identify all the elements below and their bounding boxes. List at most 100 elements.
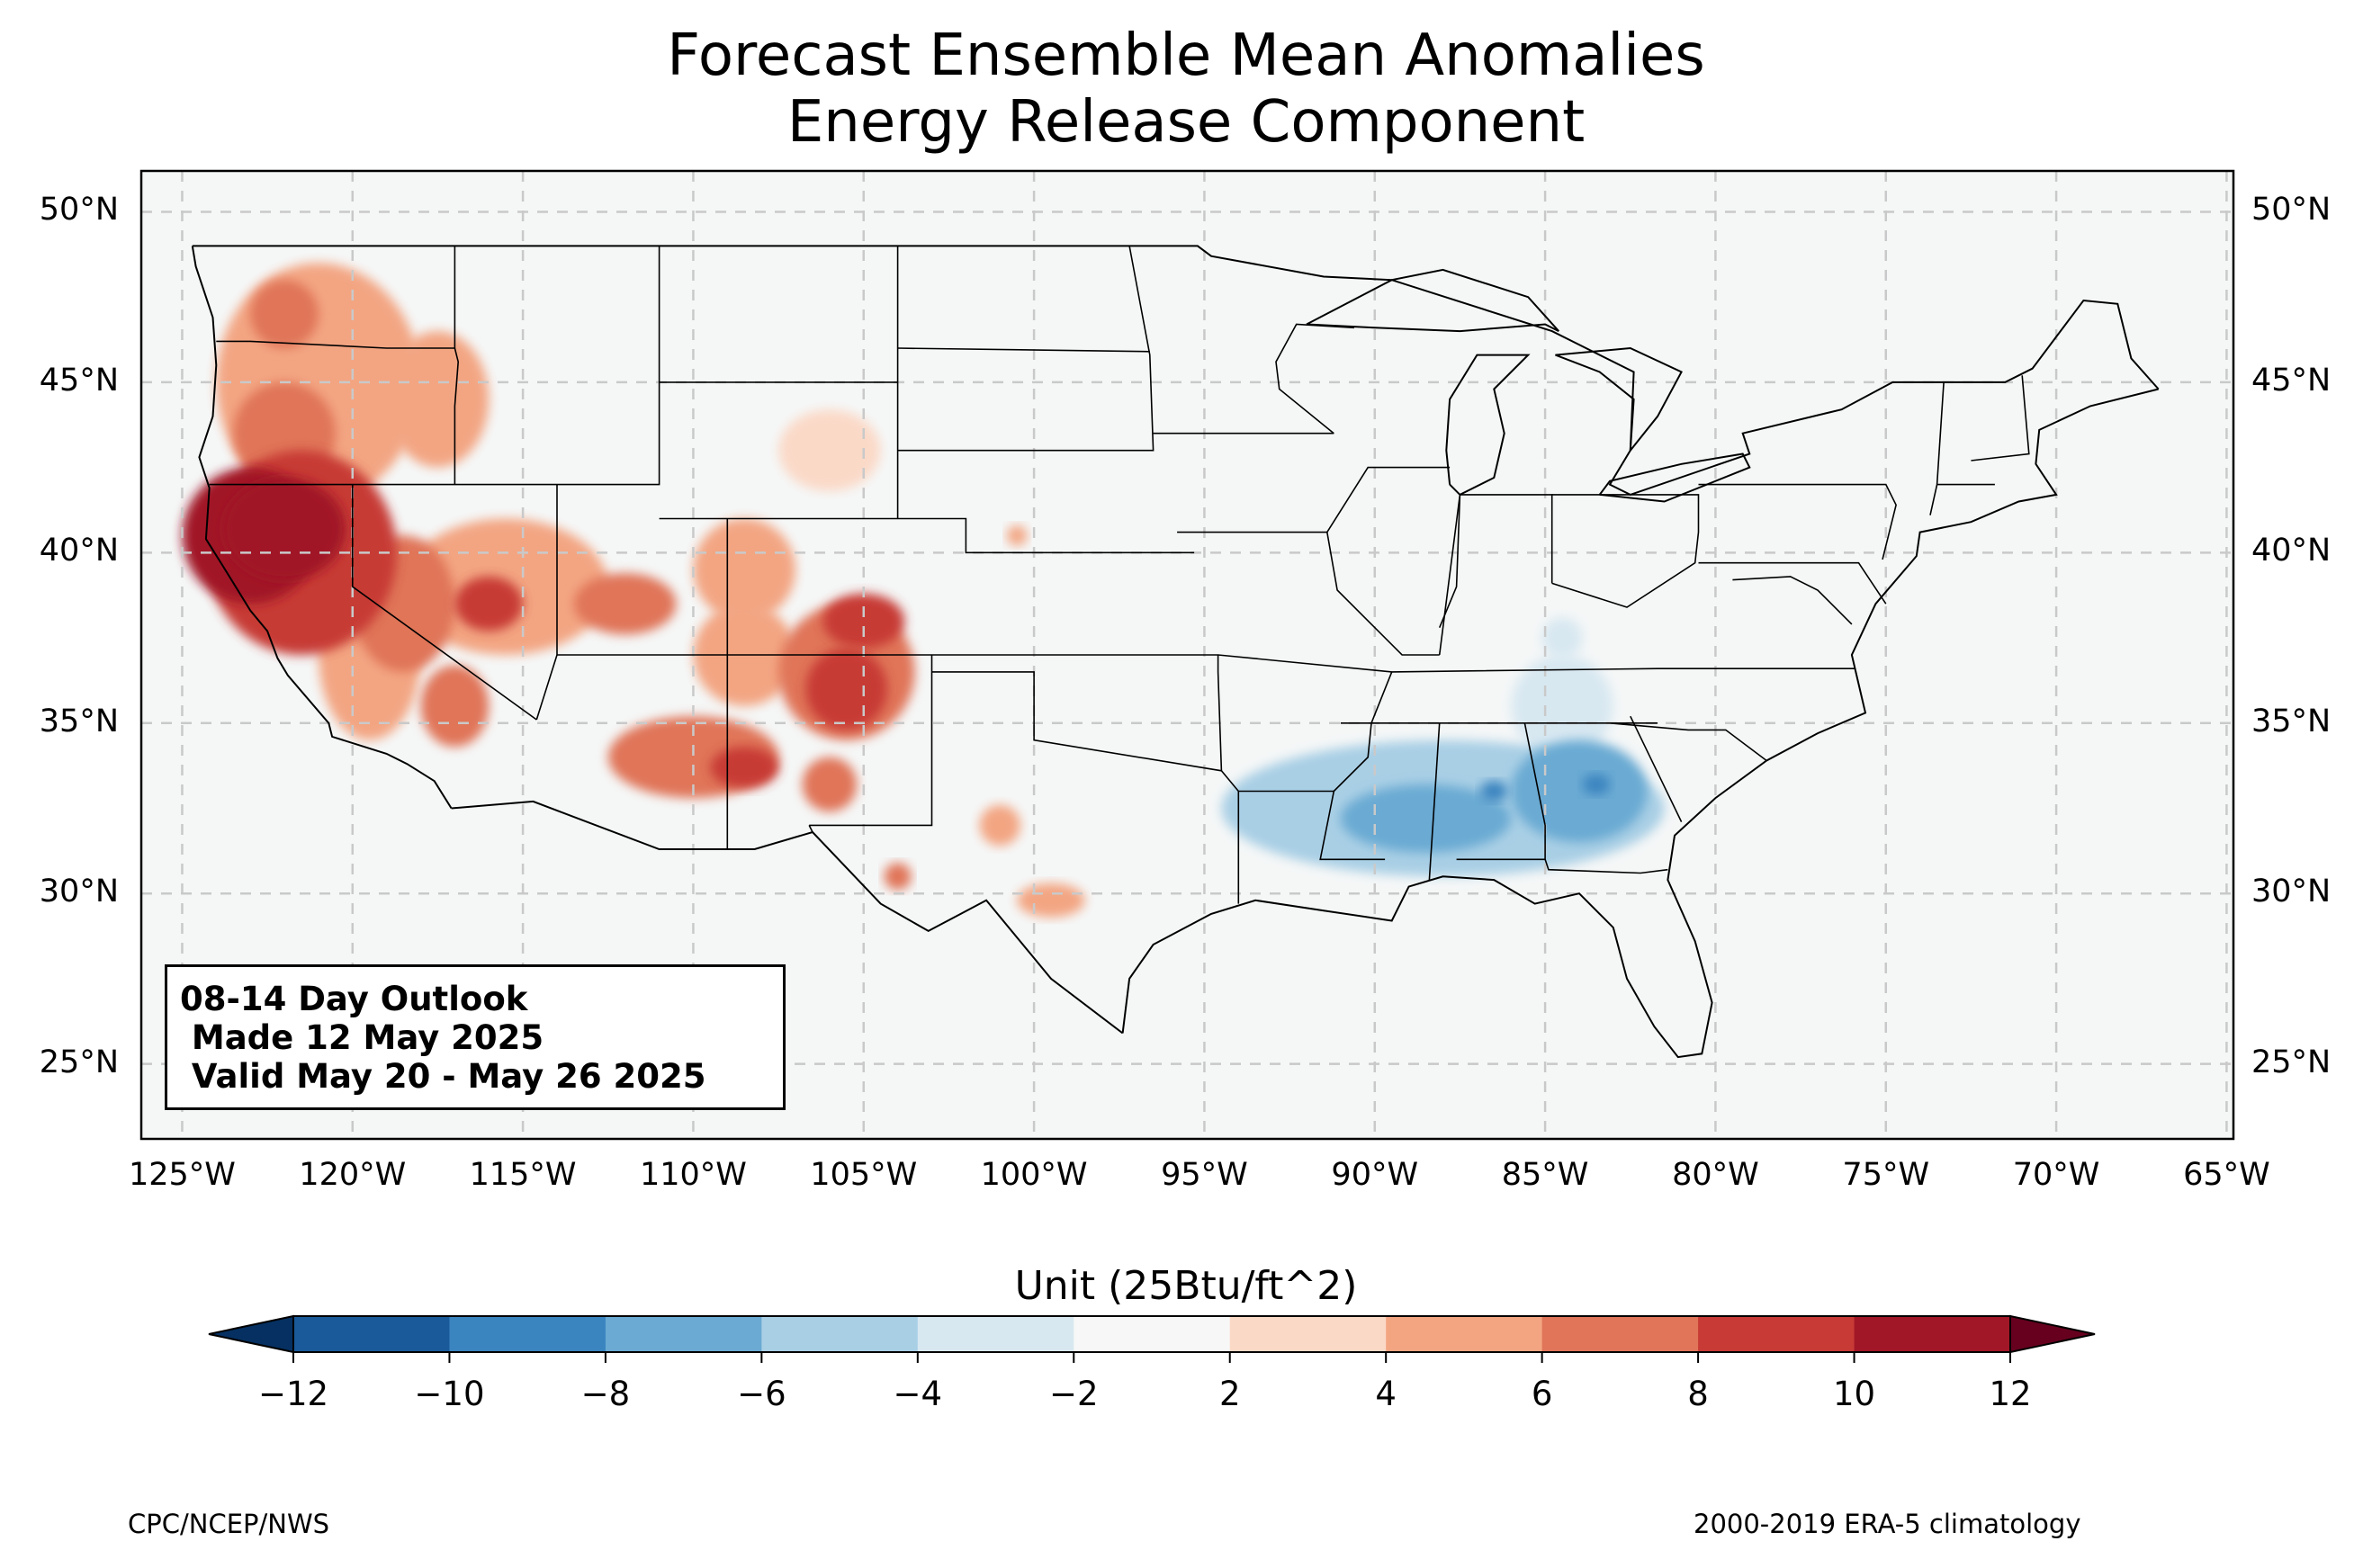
anomaly-georgia-dot [1582,774,1611,795]
colorbar-segment [1386,1316,1543,1352]
state-boundary [1340,722,1767,762]
lat-label-left: 25°N [39,1044,119,1080]
anomaly-nebraska-dot [1006,525,1028,546]
lon-label: 90°W [1331,1157,1419,1193]
great-lakes [1306,268,1751,503]
colorbar-under-arrow [208,1314,294,1354]
lon-label: 65°W [2183,1157,2270,1193]
colorbar-segment [1541,1316,1699,1352]
lon-label: 70°W [2012,1157,2100,1193]
lat-label-right: 30°N [2251,874,2332,910]
footer-source: CPC/NCEP/NWS [128,1509,330,1539]
chart-title-line-1: Forecast Ensemble Mean Anomalies [667,22,1705,89]
state-boundary [1630,715,1683,822]
anomaly-southern-california [420,665,490,748]
state-boundary [1698,561,1887,605]
state-boundary [454,246,460,485]
state-boundary [1177,466,1451,533]
state-boundary [897,347,1150,353]
anomaly-new-mexico-north [805,648,888,730]
colorbar-segment [1074,1316,1231,1352]
colorbar-segment [1698,1316,1855,1352]
anomaly-south-texas [1017,883,1085,918]
colorbar-segment [1229,1316,1387,1352]
colorbar-segment [917,1316,1074,1352]
colorbar-tick-label: 6 [1531,1375,1553,1413]
colorbar-segment [1854,1316,2011,1352]
lon-label: 115°W [469,1157,577,1193]
colorbar-over-arrow [2009,1314,2096,1354]
colorbar-segment [449,1316,606,1352]
anomaly-ohio-valley-patch [1541,617,1583,659]
colorbar-tick-label: 8 [1687,1375,1709,1413]
colorbar [208,1314,2096,1363]
state-boundary [1456,722,1546,861]
lon-label: 125°W [128,1157,236,1193]
anomaly-tennessee-patch [1511,655,1613,757]
lat-label-left: 45°N [39,362,119,399]
lat-label-right: 45°N [2251,362,2332,399]
anomaly-alabama-dot [1480,781,1508,802]
anomaly-central-nevada [454,576,524,632]
chart-title-line-2: Energy Release Component [786,89,1586,156]
state-boundary [931,671,1240,904]
anomaly-west-texas [979,804,1020,847]
outlook-valid-range: Valid May 20 - May 26 2025 [180,1057,706,1096]
lon-label: 105°W [810,1157,918,1193]
lat-label-right: 40°N [2251,533,2332,569]
lon-label: 80°W [1672,1157,1759,1193]
anomaly-colorado-west [693,518,796,622]
state-boundary [1275,323,1355,435]
conus-outline [191,246,2159,1059]
lon-label: 75°W [1842,1157,1930,1193]
lat-label-right: 35°N [2251,703,2332,739]
map-frame [139,169,2235,1141]
anomaly-mississippi-core [1340,784,1512,853]
colorbar-segment [605,1316,762,1352]
state-boundary [1238,790,1386,861]
anomaly-wyoming-patch [778,409,881,492]
anomaly-idaho-patch [386,331,490,468]
anomaly-layer [182,263,1665,918]
anomaly-colorado-south [822,593,905,649]
lat-label-left: 30°N [39,874,119,910]
state-boundary [897,246,1155,452]
outlook-period: 08-14 Day Outlook [180,980,528,1018]
state-boundary [1438,494,1461,629]
lon-label: 100°W [980,1157,1088,1193]
lon-label: 95°W [1161,1157,1248,1193]
colorbar-tick-label: 12 [1989,1375,2032,1413]
lon-label: 120°W [299,1157,407,1193]
state-boundaries [209,246,2030,904]
state-boundary [809,655,933,827]
outlook-info-box: 08-14 Day Outlook Made 12 May 2025 Valid… [165,964,786,1110]
canada-border [192,245,2160,496]
colorbar-title: Unit (25Btu/ft^2) [1014,1263,1358,1309]
anomaly-northern-california-core [222,477,346,580]
colorbar-tick-label: −12 [257,1375,329,1413]
lat-label-right: 25°N [2251,1044,2332,1080]
lon-label: 110°W [639,1157,747,1193]
colorbar-tick-label: −10 [414,1375,485,1413]
colorbar-tick-label: −6 [737,1375,786,1413]
state-boundary [1217,655,1223,771]
colorbar-segment [293,1316,450,1352]
state-boundary [209,246,660,486]
boundaries-layer [191,245,2160,1059]
state-boundary [216,340,455,349]
outlook-made-date: Made 12 May 2025 [180,1018,544,1057]
colorbar-tick-label: 10 [1832,1375,1876,1413]
lat-label-right: 50°N [2251,192,2332,228]
state-boundary [808,825,813,833]
colorbar-tick-label: 2 [1218,1375,1241,1413]
state-boundary [1333,671,1393,793]
state-boundary [1732,576,1853,625]
colorbar-segment [761,1316,919,1352]
colorbar-frame [292,1315,2011,1353]
anomaly-utah-patch [573,573,677,635]
lat-label-left: 50°N [39,192,119,228]
anomaly-washington-patch [250,280,319,349]
state-boundary [1544,859,1668,874]
state-boundary [1326,532,1440,656]
